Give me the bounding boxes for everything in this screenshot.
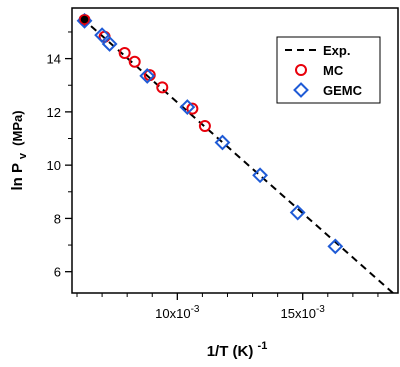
gemc-point: [252, 167, 268, 184]
x-tick-label: 10x10-3: [155, 304, 200, 321]
exp-fit-line: [81, 17, 395, 293]
gemc-point: [179, 99, 196, 115]
gemc-point: [214, 134, 231, 151]
mc-point: [198, 119, 211, 132]
y-axis-label-unit: (MPa): [10, 110, 25, 145]
y-tick-label: 12: [47, 105, 61, 120]
plot-area: [71, 7, 399, 294]
y-tick-label: 10: [47, 158, 61, 173]
y-tick-label: 6: [54, 265, 61, 280]
legend-mc-marker: [295, 64, 307, 76]
legend-label: GEMC: [323, 83, 363, 98]
y-axis-label-main: ln P: [9, 163, 26, 190]
mc-point: [156, 81, 169, 94]
x-axis-label: 1/T (K) -1: [207, 340, 268, 360]
y-tick-label: 14: [47, 52, 61, 67]
plot-frame: [71, 7, 399, 294]
mc-point: [128, 55, 141, 68]
legend-gemc-marker: [293, 82, 309, 98]
y-tick-label: 8: [54, 211, 61, 226]
x-axis-label-sup: -1: [258, 340, 268, 352]
x-tick-label: 15x10-3: [281, 304, 326, 321]
legend-label: MC: [323, 63, 344, 78]
series-layer: [76, 12, 395, 293]
gemc-point: [94, 27, 111, 44]
legend-box: [276, 36, 381, 104]
y-axis-label: ln P v (MPa): [9, 110, 30, 190]
legend: Exp. MC GEMC: [276, 36, 381, 104]
y-axis-label-sub: v: [17, 152, 29, 159]
axis-ticks: 6 8 10 12 14 10x10-3 15x10-3: [47, 31, 379, 321]
x-axis-label-main: 1/T (K): [207, 343, 254, 360]
legend-label: Exp.: [323, 43, 350, 58]
mc-point: [186, 102, 199, 115]
gemc-point: [139, 68, 156, 84]
gemc-point: [101, 36, 118, 52]
reference-point: [79, 14, 90, 25]
mc-point: [118, 47, 131, 60]
gemc-point: [327, 238, 344, 255]
gemc-point: [289, 204, 306, 221]
